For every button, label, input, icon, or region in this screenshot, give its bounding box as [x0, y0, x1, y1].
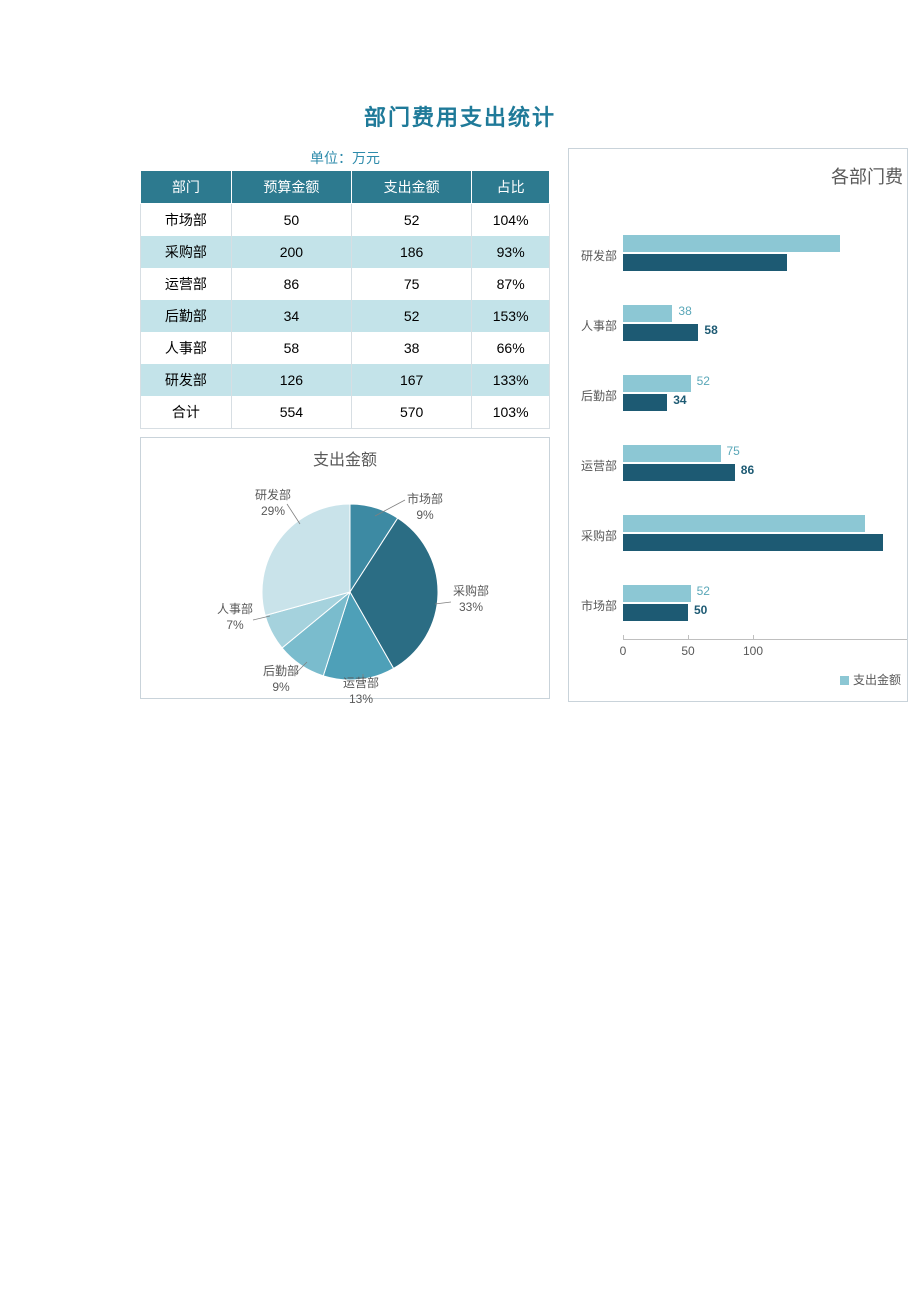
table-row: 人事部583866%	[141, 332, 550, 364]
bar-rect	[623, 324, 698, 341]
bar-value-label: 34	[673, 393, 686, 407]
bar-rect	[623, 445, 721, 462]
legend-swatch	[840, 676, 849, 685]
table-cell: 104%	[472, 204, 550, 237]
table-row: 合计554570103%	[141, 396, 550, 429]
page-root: 部门费用支出统计 单位：万元 部门预算金额支出金额占比 市场部5052104%采…	[0, 0, 920, 1301]
bar-group: 运营部7586	[623, 429, 907, 499]
table-cell: 50	[231, 204, 351, 237]
bar-rect	[623, 534, 883, 551]
left-column: 单位：万元 部门预算金额支出金额占比 市场部5052104%采购部2001869…	[140, 148, 550, 702]
table-cell: 554	[231, 396, 351, 429]
table-cell: 103%	[472, 396, 550, 429]
bar-rect	[623, 585, 691, 602]
bar-legend: 支出金额	[569, 671, 907, 688]
bar-category-label: 市场部	[573, 597, 617, 614]
bar-value-label: 58	[704, 323, 717, 337]
table-cell: 34	[231, 300, 351, 332]
table-cell: 87%	[472, 268, 550, 300]
table-cell: 153%	[472, 300, 550, 332]
table-cell: 52	[352, 300, 472, 332]
table-cell: 200	[231, 236, 351, 268]
bar-category-label: 后勤部	[573, 387, 617, 404]
pie-slice-label: 后勤部9%	[263, 664, 299, 695]
bar-chart-card: 各部门费 研发部人事部3858后勤部5234运营部7586采购部市场部5250 …	[568, 148, 908, 702]
legend-label: 支出金额	[853, 673, 901, 687]
pie-chart-card: 支出金额 市场部9%采购部33%运营部13%后勤部9%人事部7%研发部29%	[140, 437, 550, 699]
table-header-cell: 支出金额	[352, 171, 472, 204]
bar-group: 采购部	[623, 499, 907, 569]
bar-title: 各部门费	[569, 163, 907, 189]
pie-chart: 市场部9%采购部33%运营部13%后勤部9%人事部7%研发部29%	[145, 474, 545, 694]
table-header-cell: 部门	[141, 171, 232, 204]
pie-title: 支出金额	[145, 446, 545, 470]
bar-rect	[623, 375, 691, 392]
bar-rect	[623, 235, 840, 252]
bar-group: 研发部	[623, 219, 907, 289]
table-cell: 58	[231, 332, 351, 364]
table-cell: 运营部	[141, 268, 232, 300]
bar-category-label: 运营部	[573, 457, 617, 474]
table-cell: 研发部	[141, 364, 232, 396]
table-row: 市场部5052104%	[141, 204, 550, 237]
table-cell: 后勤部	[141, 300, 232, 332]
table-cell: 52	[352, 204, 472, 237]
bar-rect	[623, 305, 672, 322]
x-tick-label: 100	[743, 644, 763, 658]
table-cell: 市场部	[141, 204, 232, 237]
table-cell: 75	[352, 268, 472, 300]
bar-category-label: 人事部	[573, 317, 617, 334]
table-cell: 合计	[141, 396, 232, 429]
table-cell: 采购部	[141, 236, 232, 268]
main-title: 部门费用支出统计	[0, 100, 920, 132]
table-row: 采购部20018693%	[141, 236, 550, 268]
bar-group: 人事部3858	[623, 289, 907, 359]
table-cell: 570	[352, 396, 472, 429]
table-cell: 66%	[472, 332, 550, 364]
pie-slice-label: 人事部7%	[217, 602, 253, 633]
bar-value-label: 52	[697, 374, 710, 388]
table-cell: 186	[352, 236, 472, 268]
bar-chart: 研发部人事部3858后勤部5234运营部7586采购部市场部5250	[569, 219, 907, 639]
bar-rect	[623, 254, 787, 271]
table-row: 后勤部3452153%	[141, 300, 550, 332]
bar-value-label: 75	[727, 444, 740, 458]
table-cell: 人事部	[141, 332, 232, 364]
unit-label: 单位：万元	[140, 148, 550, 168]
table-cell: 86	[231, 268, 351, 300]
bar-rect	[623, 515, 865, 532]
bar-rect	[623, 394, 667, 411]
x-tick-label: 50	[681, 644, 694, 658]
pie-slice-label: 运营部13%	[343, 676, 379, 707]
bar-group: 后勤部5234	[623, 359, 907, 429]
bar-value-label: 86	[741, 463, 754, 477]
right-column: 各部门费 研发部人事部3858后勤部5234运营部7586采购部市场部5250 …	[568, 148, 908, 702]
bar-rect	[623, 464, 735, 481]
x-tick-label: 0	[620, 644, 627, 658]
table-cell: 126	[231, 364, 351, 396]
bar-category-label: 采购部	[573, 527, 617, 544]
bar-x-axis: 0 50 100	[623, 639, 907, 663]
table-cell: 38	[352, 332, 472, 364]
bar-group: 市场部5250	[623, 569, 907, 639]
bar-value-label: 38	[678, 304, 691, 318]
bar-rect	[623, 604, 688, 621]
bar-category-label: 研发部	[573, 247, 617, 264]
table-header-cell: 占比	[472, 171, 550, 204]
table-row: 研发部126167133%	[141, 364, 550, 396]
pie-slice-label: 采购部33%	[453, 584, 489, 615]
data-table: 部门预算金额支出金额占比 市场部5052104%采购部20018693%运营部8…	[140, 170, 550, 429]
table-cell: 93%	[472, 236, 550, 268]
table-header-cell: 预算金额	[231, 171, 351, 204]
content-row: 单位：万元 部门预算金额支出金额占比 市场部5052104%采购部2001869…	[0, 148, 920, 702]
bar-value-label: 50	[694, 603, 707, 617]
table-cell: 133%	[472, 364, 550, 396]
table-cell: 167	[352, 364, 472, 396]
pie-slice-label: 研发部29%	[255, 488, 291, 519]
pie-slice-label: 市场部9%	[407, 492, 443, 523]
bar-value-label: 52	[697, 584, 710, 598]
table-row: 运营部867587%	[141, 268, 550, 300]
